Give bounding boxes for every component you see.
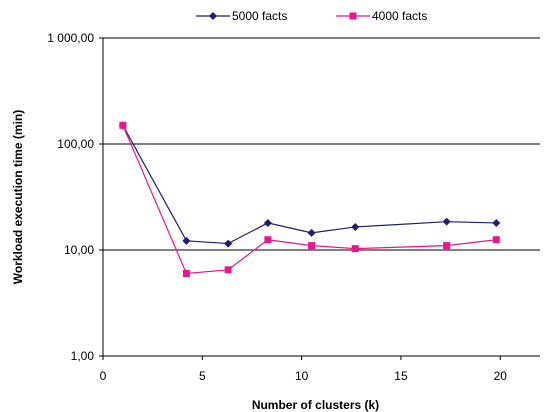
legend: 5000 facts 4000 facts (196, 9, 427, 23)
series-2 (119, 121, 500, 278)
data-point (308, 242, 316, 250)
x-tick-label: 10 (295, 369, 309, 383)
data-point (351, 222, 360, 231)
tick-labels: 1,00 10,00 100,00 1 000,00 0 5 10 15 20 (47, 31, 507, 383)
y-axis-label: Workload execution time (min) (11, 110, 25, 284)
series-line (122, 125, 497, 275)
y-tick-label: 10,00 (64, 243, 94, 257)
x-tick-label: 20 (494, 369, 508, 383)
series-1 (118, 121, 501, 248)
legend-label: 5000 facts (232, 9, 287, 23)
data-point (492, 236, 500, 244)
legend-item: 4000 facts (336, 9, 427, 23)
data-point (182, 270, 190, 278)
x-axis-label: Number of clusters (k) (252, 398, 379, 412)
x-tick-label: 5 (199, 369, 206, 383)
data-point (492, 218, 501, 227)
data-point (351, 245, 359, 253)
legend-item: 5000 facts (196, 9, 287, 23)
x-tick-label: 0 (100, 369, 107, 383)
data-point (224, 266, 232, 274)
legend-marker (349, 12, 357, 20)
y-tick-label: 1 000,00 (47, 31, 94, 45)
axes (99, 37, 540, 360)
data-point (224, 239, 233, 248)
series-line (122, 125, 497, 245)
data-point (263, 218, 272, 227)
x-tick-label: 15 (394, 369, 408, 383)
legend-marker (209, 12, 217, 20)
data-point (442, 217, 451, 226)
data-point (307, 228, 316, 237)
series-group (118, 121, 501, 278)
data-point (119, 121, 127, 129)
y-tick-label: 1,00 (71, 349, 95, 363)
grid-lines (103, 37, 540, 251)
y-tick-label: 100,00 (57, 137, 94, 151)
data-point (182, 236, 191, 245)
data-point (264, 236, 272, 244)
data-point (443, 242, 451, 250)
legend-label: 4000 facts (372, 9, 427, 23)
